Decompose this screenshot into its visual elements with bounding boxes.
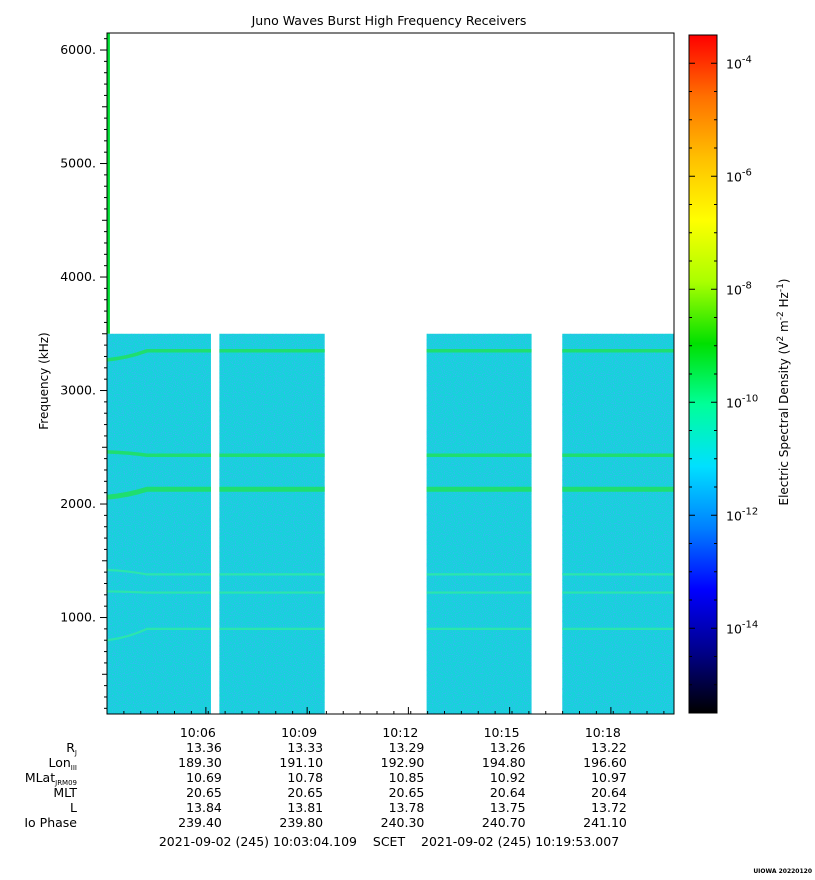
ephemeris-value: 13.81 [287, 800, 323, 815]
data-segment-2 [426, 333, 532, 714]
time-span-label: 2021-09-02 (245) 10:03:04.109 SCET 2021-… [159, 834, 619, 849]
x-tick-label: 10:06 [180, 725, 216, 740]
ephemeris-value: 20.65 [389, 785, 425, 800]
emission-line-5 [106, 627, 211, 642]
ephemeris-value: 20.65 [186, 785, 222, 800]
y-tick-label: 6000. [60, 42, 96, 57]
ephemeris-value: 10.78 [287, 770, 323, 785]
x-tick-label: 10:12 [382, 725, 418, 740]
ephemeris-row-label: MLT [53, 785, 77, 800]
colorbar-tick-label: 10-12 [726, 506, 758, 523]
ephemeris-value: 13.78 [389, 800, 425, 815]
y-tick-label: 2000. [60, 496, 96, 511]
ephemeris-value: 191.10 [279, 755, 323, 770]
ephemeris-value: 196.60 [583, 755, 627, 770]
footer-stamp: UIOWA 20220120 [753, 868, 812, 875]
segment-noise [562, 333, 674, 714]
segment-noise [426, 333, 532, 714]
ephemeris-value: 13.84 [186, 800, 222, 815]
y-axis: 1000. 2000. 3000. 4000. 5000. 6000. [60, 38, 107, 709]
x-tick-label: 10:09 [281, 725, 317, 740]
ephemeris-value: 10.85 [389, 770, 425, 785]
ephemeris-value: 20.64 [591, 785, 627, 800]
ephemeris-value: 10.92 [490, 770, 526, 785]
emission-line-1 [106, 450, 211, 457]
data-segment-3 [562, 333, 674, 714]
colorbar-label: Electric Spectral Density (V2 m-2 Hz-1) [776, 278, 791, 505]
colorbar: 10-4 10-6 10-8 10-10 10-12 10-14 [688, 34, 758, 714]
y-tick-label: 4000. [60, 269, 96, 284]
ephemeris-row-label: L [70, 800, 77, 815]
y-tick-label: 5000. [60, 156, 96, 171]
emission-line-2 [106, 486, 211, 500]
ephemeris-value: 13.75 [490, 800, 526, 815]
ephemeris-value: 239.40 [178, 815, 222, 830]
ephemeris-value: 10.69 [186, 770, 222, 785]
ephemeris-value: 239.80 [279, 815, 323, 830]
emission-line-0 [106, 349, 211, 362]
data-segment-0 [106, 333, 211, 714]
data-segment-1 [219, 333, 325, 714]
spectrogram-plot [106, 32, 675, 715]
ephemeris-value: 194.80 [482, 755, 526, 770]
y-axis-label: Frequency (kHz) [37, 332, 51, 429]
ephemeris-row-label: RJ [66, 740, 77, 757]
ephemeris-value: 241.10 [583, 815, 627, 830]
ephemeris-value: 189.30 [178, 755, 222, 770]
ephemeris-value: 240.30 [381, 815, 425, 830]
ephemeris-value: 10.97 [591, 770, 627, 785]
colorbar-tick-label: 10-14 [726, 619, 758, 636]
ephemeris-value: 192.90 [381, 755, 425, 770]
ephemeris-value: 20.65 [287, 785, 323, 800]
x-axis: 10:06 10:09 10:12 10:15 10:18 [123, 707, 665, 740]
emission-line-4 [106, 590, 211, 594]
colorbar-tick-label: 10-4 [726, 54, 752, 71]
colorbar-gradient [688, 34, 718, 714]
plot-frame [106, 32, 675, 715]
ephemeris-value: 13.72 [591, 800, 627, 815]
ephemeris-value: 13.36 [186, 740, 222, 755]
chart-title: Juno Waves Burst High Frequency Receiver… [251, 13, 527, 28]
ephemeris-row-label: Io Phase [24, 815, 77, 830]
ephemeris-value: 13.26 [490, 740, 526, 755]
ephemeris-value: 13.22 [591, 740, 627, 755]
y-tick-label: 3000. [60, 383, 96, 398]
ephemeris-value: 13.33 [287, 740, 323, 755]
ephemeris-value: 240.70 [482, 815, 526, 830]
x-tick-label: 10:18 [585, 725, 621, 740]
segment-noise [107, 333, 211, 714]
ephemeris-value: 13.29 [389, 740, 425, 755]
colorbar-tick-label: 10-10 [726, 393, 758, 410]
y-tick-label: 1000. [60, 610, 96, 625]
x-tick-label: 10:15 [484, 725, 520, 740]
colorbar-tick-label: 10-6 [726, 167, 752, 184]
emission-line-3 [106, 568, 211, 576]
ephemeris-row-label: LonIII [48, 755, 77, 772]
colorbar-tick-label: 10-8 [726, 280, 752, 297]
ephemeris-row-label: MLatJRM09 [25, 770, 77, 787]
segment-noise [219, 333, 325, 714]
ephemeris-value: 20.64 [490, 785, 526, 800]
